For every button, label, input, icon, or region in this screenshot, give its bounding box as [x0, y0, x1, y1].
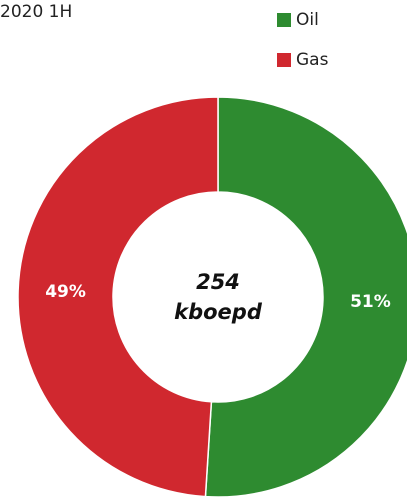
chart-title: 2020 1H: [0, 2, 72, 22]
legend-swatch: [277, 53, 291, 67]
center-label: 254: [196, 270, 240, 294]
data-label: 51%: [350, 292, 391, 312]
legend-swatch: [277, 13, 291, 27]
donut-segment: [204, 96, 407, 498]
donut-segment: [17, 96, 219, 498]
data-label: 49%: [45, 282, 86, 302]
legend-label: Gas: [296, 50, 329, 70]
center-label: kboepd: [174, 300, 263, 324]
legend-label: Oil: [296, 10, 319, 30]
